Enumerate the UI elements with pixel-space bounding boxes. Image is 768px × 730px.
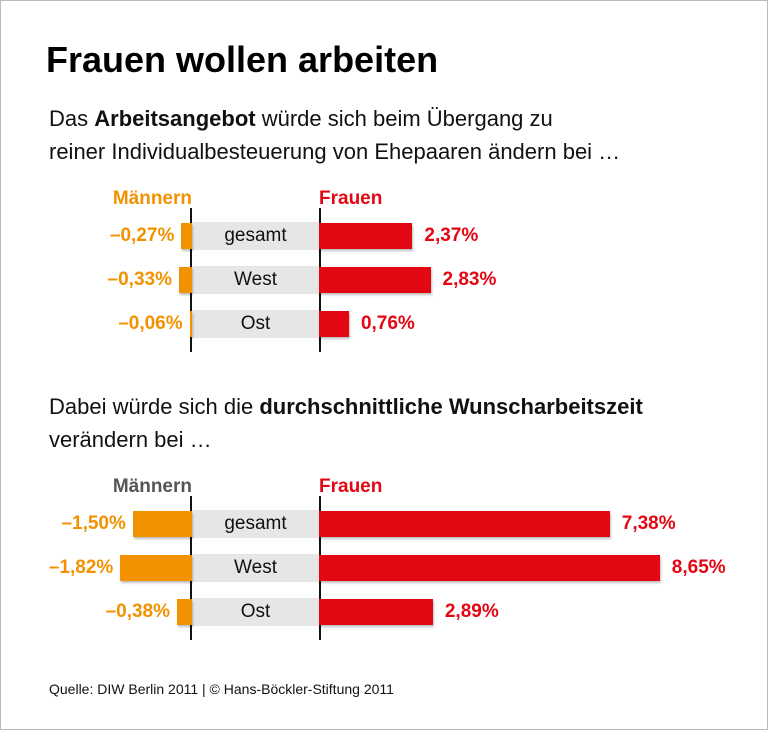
bar: [189, 311, 192, 337]
bar: [319, 223, 413, 249]
category-label: West: [192, 266, 319, 294]
bar: [177, 599, 192, 625]
subtitle-part: Das: [49, 106, 95, 131]
value-label: 8,65%: [671, 557, 726, 578]
bar: [178, 267, 192, 293]
bar: [132, 511, 192, 537]
subtitle-part: würde sich beim Übergang zu: [255, 106, 553, 131]
category-label: Ost: [192, 310, 319, 338]
subtitle-line: Dabei würde sich die durchschnittliche W…: [49, 394, 643, 420]
value-label: 0,76%: [360, 313, 415, 334]
category-label: gesamt: [192, 510, 319, 538]
value-label: –0,38%: [105, 601, 171, 622]
category-label: West: [192, 554, 319, 582]
bar: [120, 555, 192, 581]
subtitle-part: reiner Individualbesteuerung von Ehepaar…: [49, 139, 621, 164]
subtitle-part: verändern bei …: [49, 427, 212, 452]
subtitle-line: verändern bei …: [49, 427, 212, 453]
value-label: –0,33%: [107, 269, 172, 290]
subtitle-line: reiner Individualbesteuerung von Ehepaar…: [49, 139, 620, 165]
value-label: –0,27%: [109, 225, 175, 246]
legend-label: Frauen: [319, 476, 383, 497]
legend-label: Männern: [112, 476, 192, 497]
bar: [319, 267, 431, 293]
legend-label: Frauen: [319, 188, 383, 209]
bar: [319, 511, 610, 537]
value-label: –0,06%: [118, 313, 183, 334]
value-label: 2,37%: [424, 225, 479, 246]
title: Frauen wollen arbeiten: [46, 39, 439, 80]
category-label: Ost: [192, 598, 319, 626]
category-label: gesamt: [192, 222, 319, 250]
value-label: 7,38%: [621, 513, 676, 534]
legend-label: Männern: [112, 188, 192, 209]
bar: [319, 555, 660, 581]
subtitle-part: Arbeitsangebot: [94, 106, 256, 131]
subtitle-part: Dabei würde sich die: [49, 394, 260, 419]
value-label: –1,82%: [48, 557, 114, 578]
subtitle-part: durchschnittliche Wunscharbeitszeit: [259, 394, 643, 419]
source: Quelle: DIW Berlin 2011 | © Hans-Böckler…: [49, 681, 394, 697]
bar: [181, 223, 192, 249]
bar: [319, 311, 349, 337]
bar: [319, 599, 433, 625]
value-label: 2,83%: [442, 269, 497, 290]
value-label: –1,50%: [61, 513, 126, 534]
value-label: 2,89%: [444, 601, 499, 622]
subtitle-line: Das Arbeitsangebot würde sich beim Überg…: [49, 106, 553, 132]
